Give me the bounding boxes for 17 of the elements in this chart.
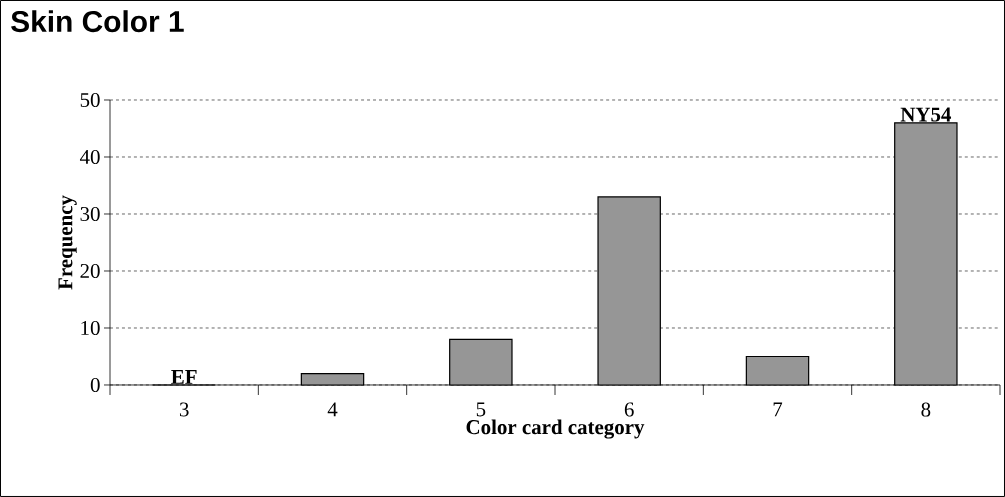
y-tick-label: 50 [80,92,100,108]
x-axis-title: Color card category [466,419,645,439]
x-tick-label: 6 [624,402,634,417]
chart-title: Skin Color 1 [11,10,184,33]
x-tick-label: 3 [179,402,189,417]
y-axis-title: Frequency [58,195,77,290]
x-tick-label: 5 [476,402,486,417]
y-tick-label: 20 [80,263,100,279]
x-tick-label: 7 [773,402,783,417]
y-tick-label: 0 [90,377,100,393]
x-tick-label: 8 [921,402,931,417]
annotation: EF [171,370,197,384]
annotation: NY54 [900,107,952,122]
x-tick-label: 4 [327,402,338,417]
y-tick-label: 40 [79,149,100,165]
y-tick-label: 10 [81,320,100,336]
y-tick-label: 30 [80,206,100,222]
